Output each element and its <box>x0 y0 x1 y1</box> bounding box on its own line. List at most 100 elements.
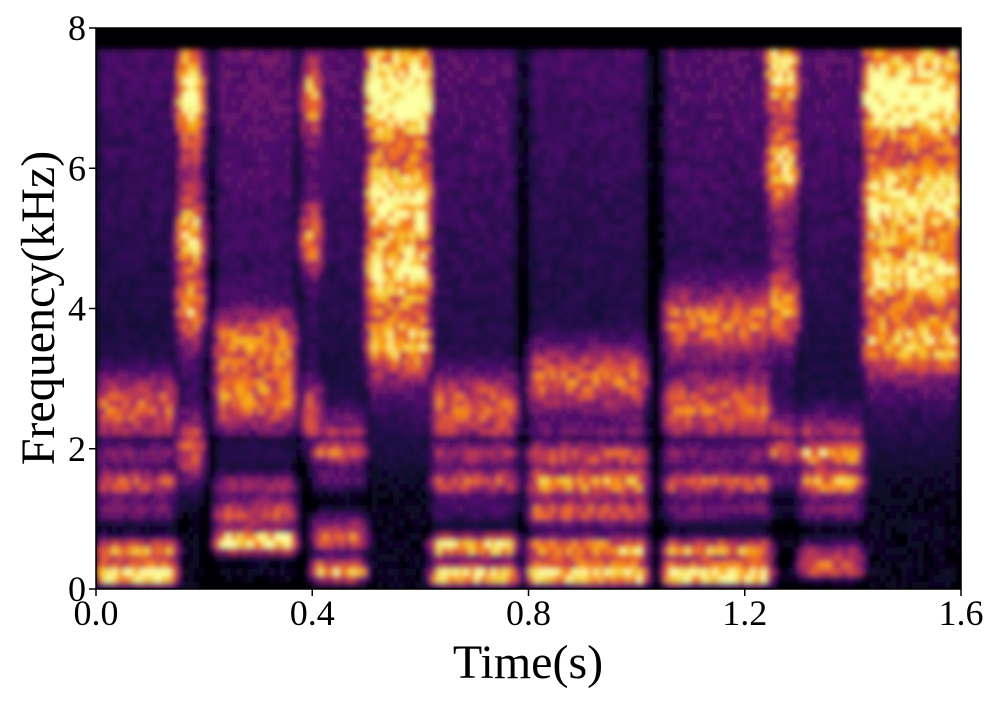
spectrogram-cell <box>339 217 346 225</box>
spectrogram-cell <box>231 385 238 394</box>
spectrogram-cell <box>171 203 178 211</box>
spectrogram-cell <box>112 406 119 415</box>
spectrogram-cell <box>360 490 367 499</box>
spectrogram-cell <box>171 567 178 576</box>
spectrogram-cell <box>231 224 238 232</box>
spectrogram-cell <box>209 301 216 310</box>
spectrogram-cell <box>263 497 270 506</box>
spectrogram-cell <box>247 448 254 457</box>
spectrogram-cell <box>350 336 357 345</box>
spectrogram-cell <box>442 301 449 310</box>
spectrogram-cell <box>155 70 162 78</box>
spectrogram-cell <box>404 336 411 345</box>
spectrogram-cell <box>290 210 297 218</box>
spectrogram-cell <box>377 112 384 120</box>
spectrogram-cell <box>425 189 432 197</box>
spectrogram-cell <box>117 203 124 211</box>
spectrogram-cell <box>344 224 351 232</box>
spectrogram-cell <box>382 567 389 576</box>
spectrogram-cell <box>106 546 113 555</box>
spectrogram-cell <box>312 343 319 352</box>
spectrogram-cell <box>247 217 254 225</box>
spectrogram-cell <box>323 441 330 450</box>
spectrogram-cell <box>452 336 459 345</box>
spectrogram-cell <box>328 161 335 169</box>
spectrogram-cell <box>193 189 200 197</box>
spectrogram-cell <box>139 133 146 141</box>
spectrogram-cell <box>160 245 167 253</box>
spectrogram-cell <box>144 49 151 57</box>
spectrogram-cell <box>231 231 238 239</box>
spectrogram-cell <box>306 553 313 562</box>
spectrogram-cell <box>220 252 227 261</box>
spectrogram-cell <box>393 203 400 211</box>
spectrogram-cell <box>96 476 103 485</box>
spectrogram-cell <box>393 168 400 176</box>
spectrogram-cell <box>106 308 113 317</box>
spectrogram-cell <box>447 322 454 331</box>
spectrogram-cell <box>301 63 308 71</box>
spectrogram-cell <box>128 399 135 408</box>
spectrogram-cell <box>139 413 146 422</box>
spectrogram-cell <box>279 427 286 436</box>
spectrogram-cell <box>355 553 362 562</box>
spectrogram-cell <box>296 112 303 120</box>
spectrogram-cell <box>431 224 438 232</box>
spectrogram-cell <box>112 182 119 190</box>
spectrogram-cell <box>160 462 167 471</box>
spectrogram-cell <box>187 511 194 520</box>
spectrogram-cell <box>241 476 248 485</box>
spectrogram-cell <box>398 546 405 555</box>
spectrogram-cell <box>452 539 459 548</box>
spectrogram-cell <box>447 525 454 534</box>
spectrogram-cell <box>128 434 135 443</box>
spectrogram-cell <box>128 77 135 85</box>
spectrogram-cell <box>436 483 443 492</box>
spectrogram-cell <box>171 448 178 457</box>
spectrogram-cell <box>344 140 351 148</box>
spectrogram-cell <box>193 182 200 190</box>
spectrogram-cell <box>328 539 335 548</box>
spectrogram-cell <box>258 154 265 162</box>
spectrogram-cell <box>317 315 324 324</box>
spectrogram-cell <box>269 287 276 296</box>
spectrogram-cell <box>236 140 243 148</box>
spectrogram-cell <box>355 266 362 275</box>
spectrogram-cell <box>225 490 232 499</box>
spectrogram-cell <box>214 175 221 183</box>
spectrogram-cell <box>263 175 270 183</box>
spectrogram-cell <box>128 511 135 520</box>
spectrogram-cell <box>193 161 200 169</box>
spectrogram-cell <box>182 119 189 127</box>
spectrogram-cell <box>317 371 324 380</box>
spectrogram-cell <box>339 301 346 310</box>
spectrogram-cell <box>209 287 216 296</box>
spectrogram-cell <box>150 294 157 303</box>
spectrogram-cell <box>290 546 297 555</box>
spectrogram-cell <box>317 518 324 527</box>
spectrogram-cell <box>171 476 178 485</box>
spectrogram-cell <box>398 539 405 548</box>
spectrogram-cell <box>296 126 303 134</box>
spectrogram-cell <box>187 483 194 492</box>
spectrogram-cell <box>187 49 194 57</box>
spectrogram-cell <box>220 140 227 148</box>
spectrogram-cell <box>160 56 167 64</box>
spectrogram-cell <box>425 70 432 78</box>
spectrogram-cell <box>393 259 400 268</box>
spectrogram-cell <box>431 77 438 85</box>
spectrogram-cell <box>263 210 270 218</box>
spectrogram-cell <box>360 364 367 373</box>
spectrogram-cell <box>447 427 454 436</box>
spectrogram-cell <box>350 343 357 352</box>
spectrogram-cell <box>452 63 459 71</box>
spectrogram-cell <box>171 273 178 282</box>
spectrogram-cell <box>225 77 232 85</box>
spectrogram-cell <box>155 189 162 197</box>
spectrogram-cell <box>414 70 421 78</box>
spectrogram-cell <box>425 497 432 506</box>
spectrogram-cell <box>377 259 384 268</box>
spectrogram-cell <box>263 266 270 275</box>
spectrogram-cell <box>263 336 270 345</box>
spectrogram-cell <box>204 273 211 282</box>
